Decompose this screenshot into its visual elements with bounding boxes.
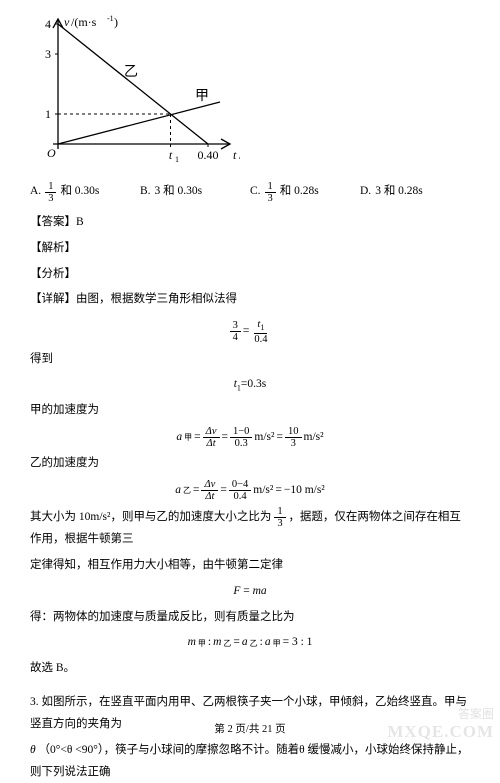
svg-text:0.40: 0.40 [198,148,219,162]
option-d-text: 3 和 0.28s [375,181,423,203]
svg-text:甲: 甲 [195,89,209,104]
eq1: 34 = t10.4 [30,315,470,344]
svg-text:O: O [47,146,56,160]
detail-line: 【详解】由图，根据数学三角形相似法得 [30,289,470,311]
eq3: a甲 = ΔvΔt = 1−00.3 m/s² = 103 m/s² [30,426,470,449]
option-a-letter: A. [30,181,41,203]
got-1: 得到 [30,349,470,371]
option-a-frac: 13 [45,181,56,204]
svg-text:t: t [169,148,173,162]
conclude: 故选 B。 [30,658,470,680]
jia-acc-label: 甲的加速度为 [30,400,470,422]
option-a: A. 13 和 0.30s [30,181,140,204]
svg-text:v: v [64,15,70,29]
detail-text: 由图，根据数学三角形相似法得 [76,293,237,305]
svg-text:t: t [233,148,237,162]
watermark-1: MXQE.COM [387,716,494,748]
detail-label: 【详解】 [30,293,76,305]
svg-text:4: 4 [45,17,51,31]
option-d-letter: D. [360,181,371,203]
option-c-rest: 和 0.28s [280,181,319,203]
options-row: A. 13 和 0.30s B. 3 和 0.30s C. 13 和 0.28s… [30,181,470,204]
answer-value: B [76,216,84,228]
eq4: a乙 = ΔvΔt = 0−40.4 m/s² = −10 m/s² [30,479,470,502]
option-c-letter: C. [250,181,261,203]
svg-text:乙: 乙 [124,64,138,80]
eq5: F = ma [30,581,470,603]
option-a-rest: 和 0.30s [60,181,99,203]
explanation-label: 【解析】 [30,238,470,260]
q3-rest: （0°<θ <90°），筷子与小球间的摩擦忽略不计。随着θ 缓慢减小，小球始终保… [30,744,468,778]
para1c: 定律得知，相互作用力大小相等，由牛顿第二定律 [30,555,470,577]
svg-text:1: 1 [45,107,51,121]
para1: 其大小为 10m/s²，则甲与乙的加速度大小之比为 13 ，据题，仅在两物体之间… [30,506,470,551]
para1-a: 其大小为 10m/s²，则甲与乙的加速度大小之比为 [30,511,271,523]
option-b-letter: B. [140,181,151,203]
q3-theta: θ [30,744,36,756]
velocity-time-chart: 1 3 4 t 1 0.40 v /(m·s -1 ) t /s O 乙 甲 [30,14,470,173]
para2: 得：两物体的加速度与质量成反比，则有质量之比为 [30,607,470,629]
option-b: B. 3 和 0.30s [140,181,250,204]
para1-frac: 13 [274,506,285,529]
option-b-text: 3 和 0.30s [155,181,203,203]
svg-text:1: 1 [175,155,179,164]
eq6: m甲 : m乙 = a乙 : a甲 = 3 : 1 [30,632,470,654]
eq2: t1=0.3s [30,374,470,396]
answer-label: 【答案】 [30,216,76,228]
option-c: C. 13 和 0.28s [250,181,360,204]
svg-text:): ) [114,15,118,29]
analysis-label: 【分析】 [30,264,470,286]
option-d: D. 3 和 0.28s [360,181,470,204]
svg-text:/(m·s: /(m·s [71,15,97,29]
svg-text:-1: -1 [107,14,114,23]
svg-text:/s: /s [239,148,240,162]
option-c-frac: 13 [265,181,276,204]
svg-text:3: 3 [45,47,51,61]
yi-acc-label: 乙的加速度为 [30,453,470,475]
answer-line: 【答案】B [30,212,470,234]
